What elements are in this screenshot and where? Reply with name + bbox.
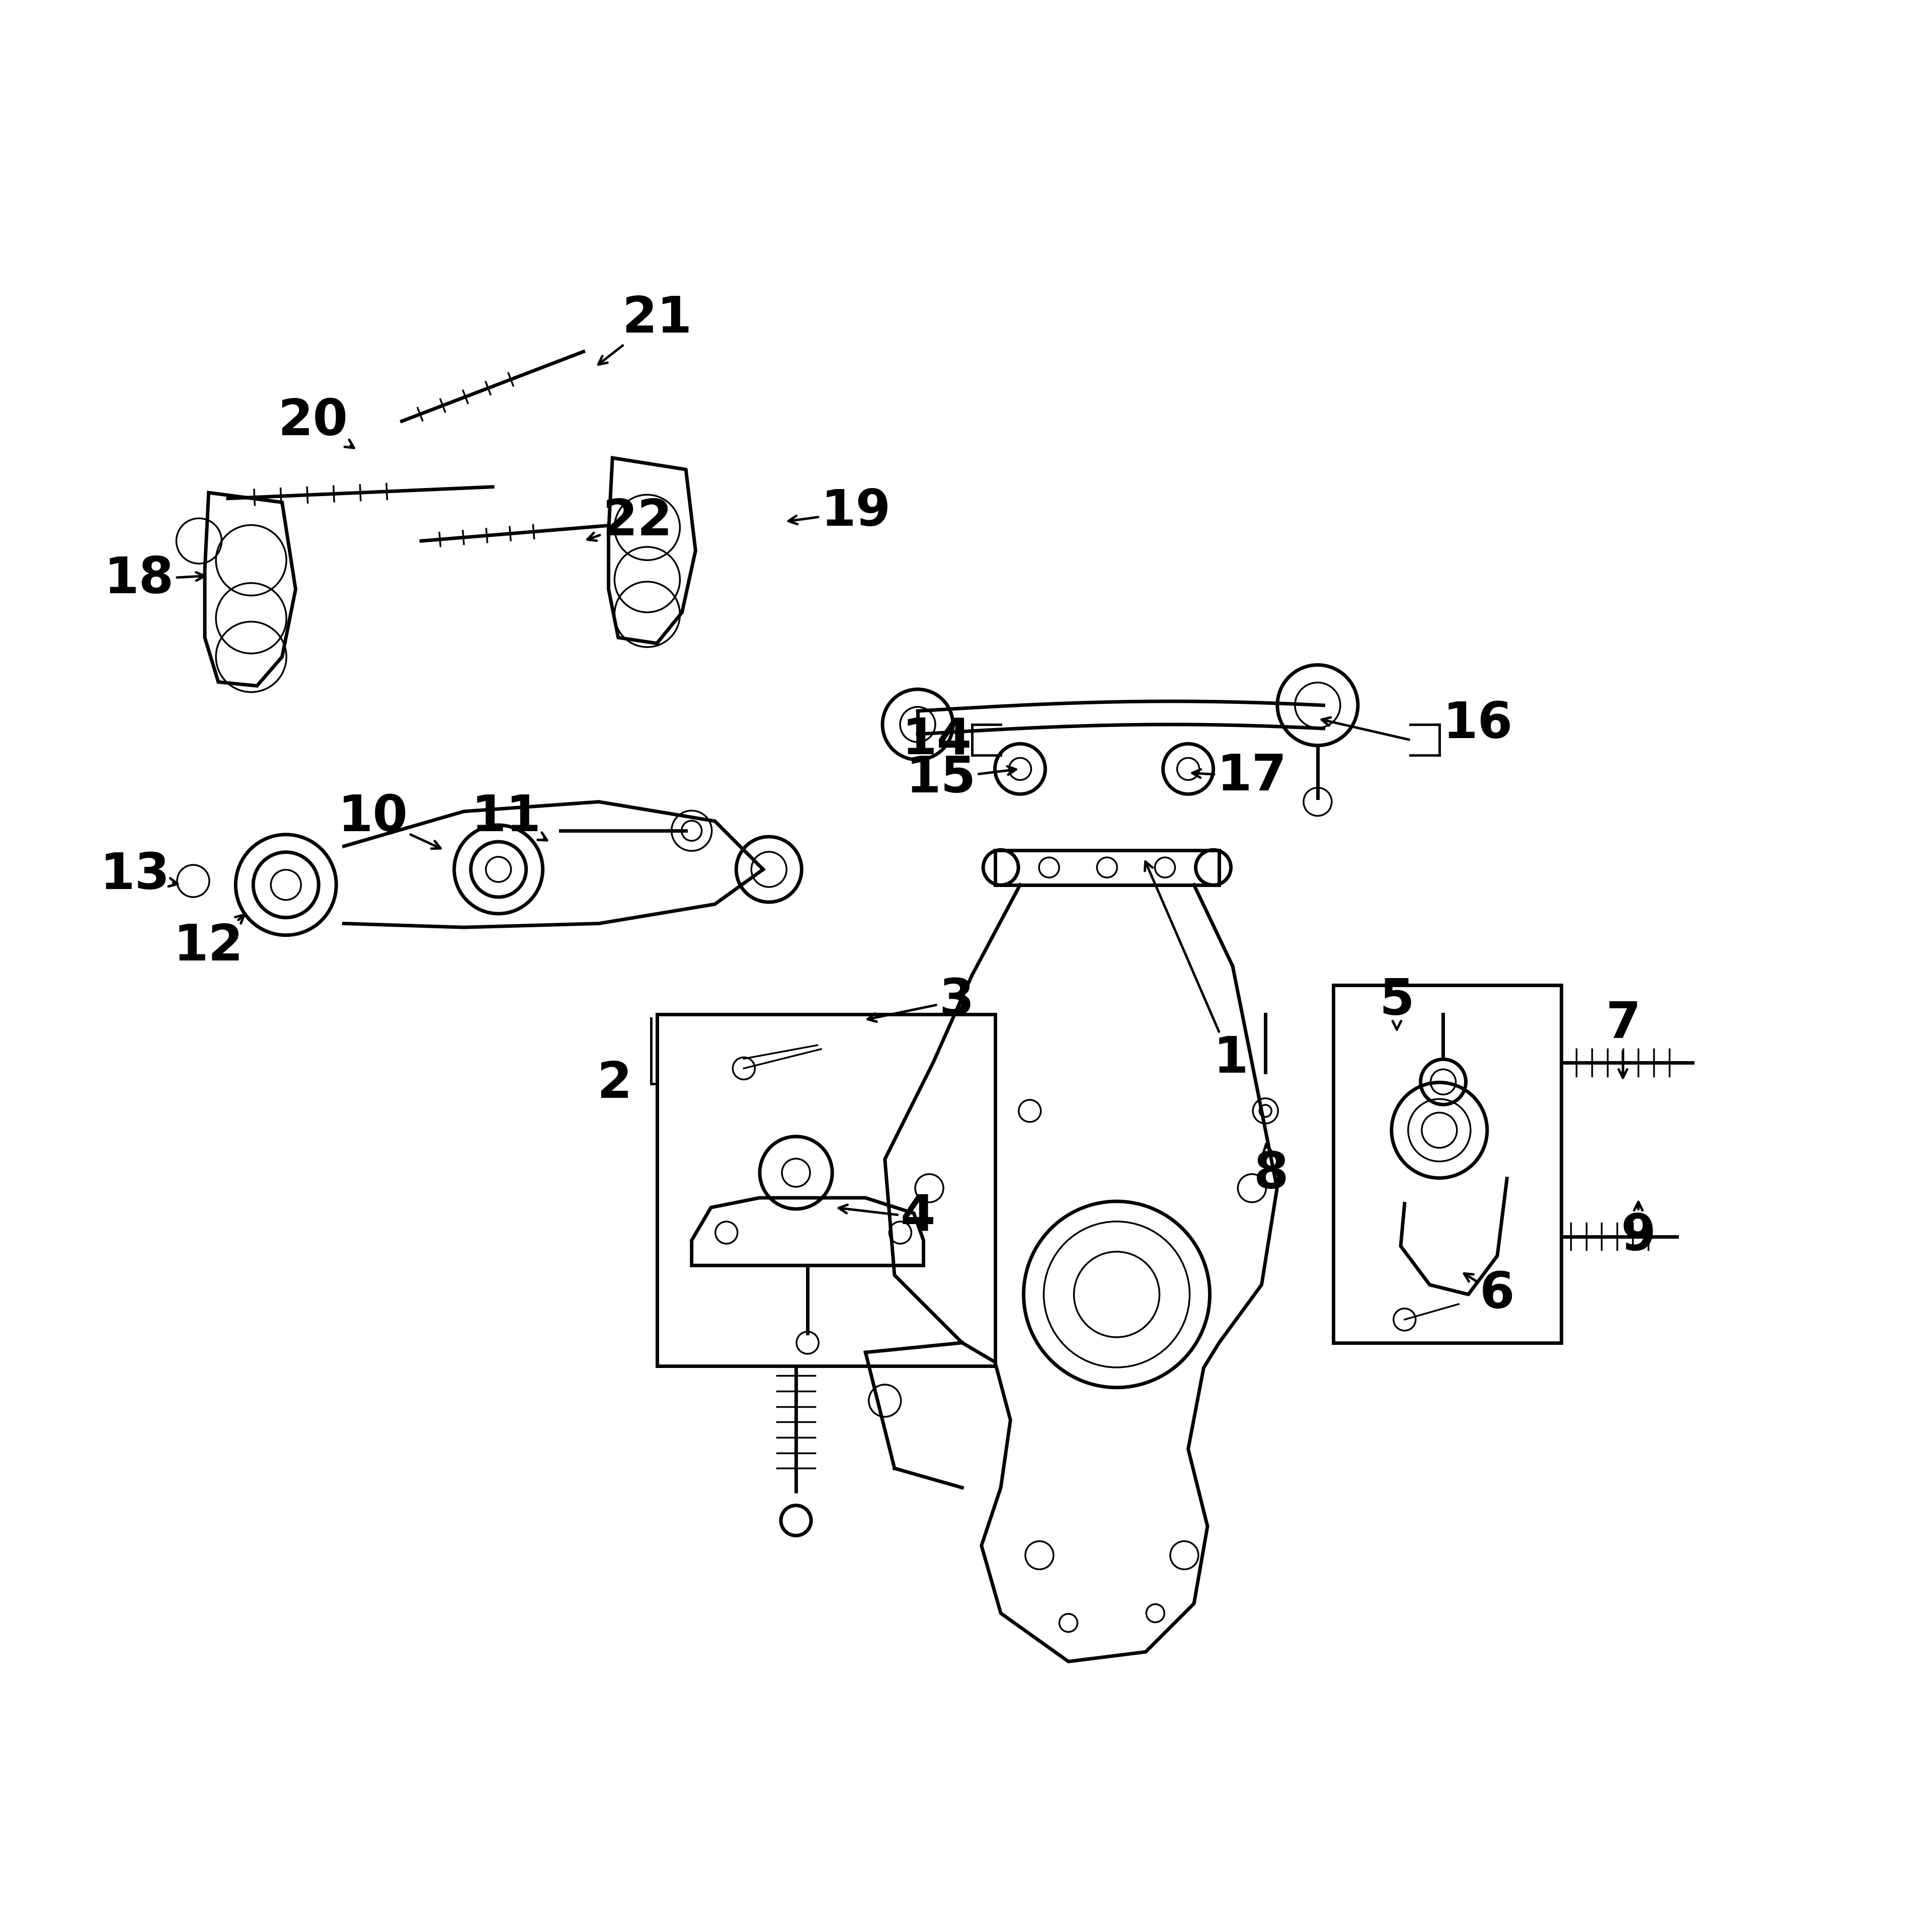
Text: 3: 3: [867, 976, 974, 1026]
Text: 17: 17: [1192, 752, 1287, 802]
Text: 6: 6: [1464, 1269, 1515, 1320]
Text: 14: 14: [902, 715, 972, 765]
Text: 13: 13: [100, 850, 178, 900]
Text: 19: 19: [788, 487, 891, 537]
Text: 18: 18: [104, 554, 205, 605]
Text: 9: 9: [1621, 1202, 1656, 1262]
Text: 22: 22: [587, 497, 672, 547]
Text: 8: 8: [1254, 1144, 1289, 1200]
Text: 1: 1: [1146, 862, 1248, 1084]
Text: 15: 15: [906, 753, 1016, 804]
Text: 4: 4: [838, 1192, 935, 1242]
Text: 7: 7: [1605, 999, 1640, 1078]
Text: 21: 21: [599, 294, 692, 365]
Text: 16: 16: [1443, 699, 1513, 750]
Text: 2: 2: [597, 1059, 632, 1109]
Text: 20: 20: [278, 396, 354, 448]
Bar: [1333, 985, 1561, 1343]
Text: 10: 10: [338, 792, 440, 848]
Text: 5: 5: [1379, 976, 1414, 1030]
Text: 11: 11: [471, 792, 547, 842]
Bar: [657, 1014, 995, 1366]
Text: 12: 12: [174, 914, 243, 972]
